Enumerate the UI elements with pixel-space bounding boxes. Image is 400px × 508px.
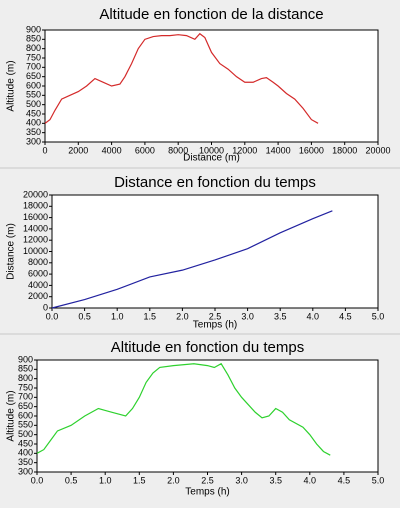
y-tick-label: 750 [26,52,41,62]
y-tick-label: 650 [26,71,41,81]
y-tick-label: 800 [26,43,41,53]
x-tick-label: 2000 [68,145,88,155]
data-line [36,362,331,456]
y-tick-label: 550 [26,90,41,100]
x-tick-label: 2.5 [201,475,214,485]
x-tick-label: 1.0 [99,475,112,485]
x-tick-label: 18000 [332,145,357,155]
x-tick-label: 0.0 [31,475,44,485]
x-tick-label: 14000 [266,145,291,155]
y-tick-label: 800 [18,373,33,383]
y-tick-label: 20000 [23,189,48,199]
y-tick-label: 18000 [23,201,48,211]
plot-area [36,359,379,473]
x-tick-label: 0 [42,145,47,155]
x-tick-label: 0.0 [46,311,59,321]
y-tick-label: 850 [26,34,41,44]
y-tick-label: 16000 [23,212,48,222]
x-tick-label: 4.0 [307,311,320,321]
y-tick-label: 10000 [23,246,48,256]
x-tick-label: 4.5 [339,311,352,321]
x-tick-label: 20000 [365,145,390,155]
x-tick-label: 2.5 [209,311,222,321]
y-tick-label: 12000 [23,235,48,245]
x-tick-label: 1.5 [133,475,146,485]
x-tick-label: 2.0 [176,311,189,321]
x-tick-label: 16000 [299,145,324,155]
x-tick-label: 5.0 [372,475,385,485]
x-tick-label: 4000 [102,145,122,155]
x-tick-label: 8000 [168,145,188,155]
y-tick-label: 700 [18,392,33,402]
y-tick-label: 500 [18,429,33,439]
x-tick-label: 12000 [232,145,257,155]
x-tick-label: 3.5 [269,475,282,485]
y-tick-label: 700 [26,62,41,72]
y-tick-label: 350 [18,457,33,467]
y-tick-label: 14000 [23,223,48,233]
y-tick-label: 2000 [28,291,48,301]
y-tick-label: 400 [26,118,41,128]
chart-title: Distance en fonction du temps [114,174,316,191]
y-tick-label: 450 [18,438,33,448]
y-tick-label: 450 [26,108,41,118]
y-tick-label: 4000 [28,280,48,290]
x-tick-label: 5.0 [372,311,385,321]
x-tick-label: 0.5 [78,311,91,321]
y-tick-label: 0 [43,302,48,312]
y-tick-label: 300 [18,466,33,476]
y-tick-label: 350 [26,127,41,137]
plot-area [44,29,379,143]
y-tick-label: 900 [26,24,41,34]
x-tick-label: 2.0 [167,475,180,485]
x-tick-label: 3.0 [235,475,248,485]
x-tick-label: 6000 [135,145,155,155]
x-tick-label: 1.0 [111,311,124,321]
x-tick-label: 4.0 [304,475,317,485]
y-axis-label: Altitude (m) [6,390,17,441]
x-tick-label: 1.5 [144,311,157,321]
chart-title: Altitude en fonction du temps [111,339,304,356]
y-tick-label: 8000 [28,257,48,267]
x-tick-label: 3.0 [241,311,254,321]
y-tick-label: 650 [18,401,33,411]
y-tick-label: 850 [18,364,33,374]
y-axis-label: Distance (m) [6,223,17,280]
y-tick-label: 900 [18,354,33,364]
y-tick-label: 750 [18,382,33,392]
y-tick-label: 300 [26,136,41,146]
x-tick-label: 10000 [199,145,224,155]
data-line [44,32,319,124]
x-axis-label: Distance (m) [183,153,240,164]
y-tick-label: 6000 [28,268,48,278]
y-tick-label: 600 [26,80,41,90]
x-tick-label: 4.5 [338,475,351,485]
x-axis-label: Temps (h) [193,320,237,331]
x-tick-label: 0.5 [65,475,78,485]
y-axis-label: Altitude (m) [6,60,17,111]
y-tick-label: 600 [18,410,33,420]
y-tick-label: 550 [18,420,33,430]
x-axis-label: Temps (h) [185,487,229,498]
y-tick-label: 500 [26,99,41,109]
chart-title: Altitude en fonction de la distance [99,6,323,23]
y-tick-label: 400 [18,448,33,458]
data-line [51,210,333,309]
x-tick-label: 3.5 [274,311,287,321]
